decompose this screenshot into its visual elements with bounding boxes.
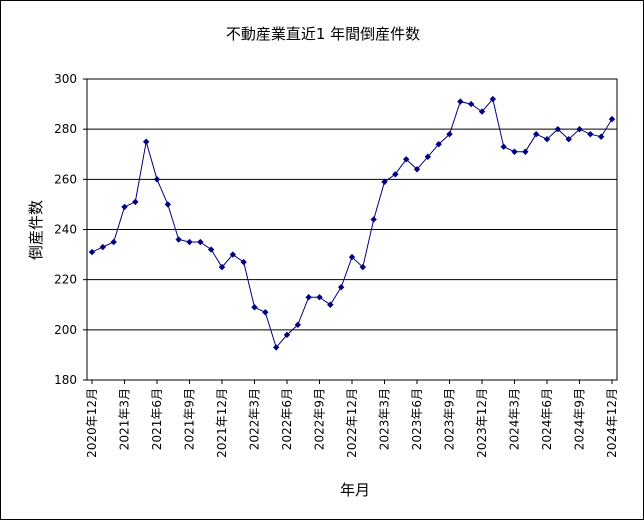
- x-tick-label: 2021年6月: [150, 388, 164, 450]
- data-point: [142, 138, 150, 145]
- x-tick-label: 2021年9月: [183, 388, 197, 450]
- data-point: [294, 321, 302, 329]
- data-point: [262, 309, 269, 316]
- data-point: [175, 236, 182, 243]
- data-point: [511, 148, 518, 155]
- data-point: [435, 141, 442, 148]
- data-point: [305, 294, 312, 301]
- data-point: [424, 153, 432, 160]
- data-point: [337, 283, 345, 291]
- data-point: [240, 258, 247, 266]
- x-tick-label: 2020年12月: [85, 388, 99, 458]
- data-point: [543, 136, 551, 143]
- x-tick-label: 2021年3月: [118, 388, 132, 450]
- data-point: [370, 216, 377, 223]
- x-tick-label: 2021年12月: [215, 388, 229, 458]
- y-tick-label: 240: [54, 223, 77, 237]
- data-point: [446, 130, 453, 138]
- data-point: [522, 148, 529, 155]
- y-axis-ticks: 180 200 220 240 260 280 300: [54, 72, 87, 387]
- x-tick-label: 2024年9月: [573, 388, 587, 450]
- data-point: [500, 143, 507, 150]
- y-tick-label: 200: [54, 323, 77, 337]
- x-tick-label: 2022年3月: [248, 388, 262, 450]
- y-tick-label: 260: [54, 172, 77, 186]
- data-point: [478, 108, 486, 115]
- data-point: [272, 344, 280, 351]
- x-axis-label: 年月: [340, 481, 370, 499]
- data-point: [327, 301, 334, 308]
- x-axis-ticks: 2020年12月 2021年3月 2021年6月 2021年9月 2021年12月 202…: [85, 380, 619, 458]
- data-point: [110, 238, 117, 246]
- x-tick-label: 2022年9月: [313, 388, 327, 450]
- data-point: [608, 115, 616, 123]
- x-tick-label: 2024年12月: [605, 388, 619, 458]
- y-tick-label: 300: [54, 72, 77, 86]
- data-point: [554, 125, 562, 133]
- data-point: [348, 253, 356, 261]
- data-point: [99, 243, 107, 251]
- x-tick-label: 2023年3月: [378, 388, 392, 450]
- data-point: [283, 331, 291, 339]
- data-point: [132, 198, 139, 206]
- data-point: [565, 136, 572, 143]
- data-point: [164, 201, 172, 208]
- x-tick-label: 2023年12月: [475, 388, 489, 458]
- data-point: [532, 130, 540, 138]
- chart-title: 不動産業直近1 年間倒産件数: [226, 25, 420, 43]
- data-point: [489, 95, 497, 103]
- data-point: [457, 98, 464, 105]
- data-point: [576, 125, 583, 133]
- y-tick-label: 180: [54, 373, 77, 387]
- data-point: [392, 171, 399, 178]
- data-point: [186, 238, 193, 246]
- data-point: [402, 156, 410, 163]
- data-point: [381, 178, 388, 186]
- y-tick-label: 220: [54, 273, 77, 287]
- x-tick-label: 2022年12月: [345, 388, 359, 458]
- x-tick-label: 2024年6月: [540, 388, 554, 450]
- series-bankruptcies: [88, 95, 616, 351]
- data-point: [316, 294, 323, 301]
- data-point: [467, 100, 475, 108]
- gridlines: [87, 128, 617, 331]
- data-point: [251, 304, 258, 311]
- data-point: [229, 251, 237, 258]
- y-axis-label: 倒産件数: [27, 200, 45, 260]
- x-tick-label: 2023年6月: [410, 388, 424, 450]
- data-point: [597, 133, 605, 140]
- x-tick-label: 2022年6月: [280, 388, 294, 450]
- data-point: [359, 263, 367, 271]
- data-point: [121, 203, 128, 211]
- series-line: [91, 98, 613, 349]
- data-point: [207, 246, 215, 253]
- data-point: [413, 166, 421, 173]
- x-tick-label: 2023年9月: [443, 388, 457, 450]
- data-point: [218, 263, 226, 271]
- data-point: [153, 176, 161, 183]
- data-point: [587, 130, 594, 138]
- x-tick-label: 2024年3月: [508, 388, 522, 450]
- data-point: [88, 248, 96, 256]
- data-point: [197, 238, 204, 246]
- y-tick-label: 280: [54, 122, 77, 136]
